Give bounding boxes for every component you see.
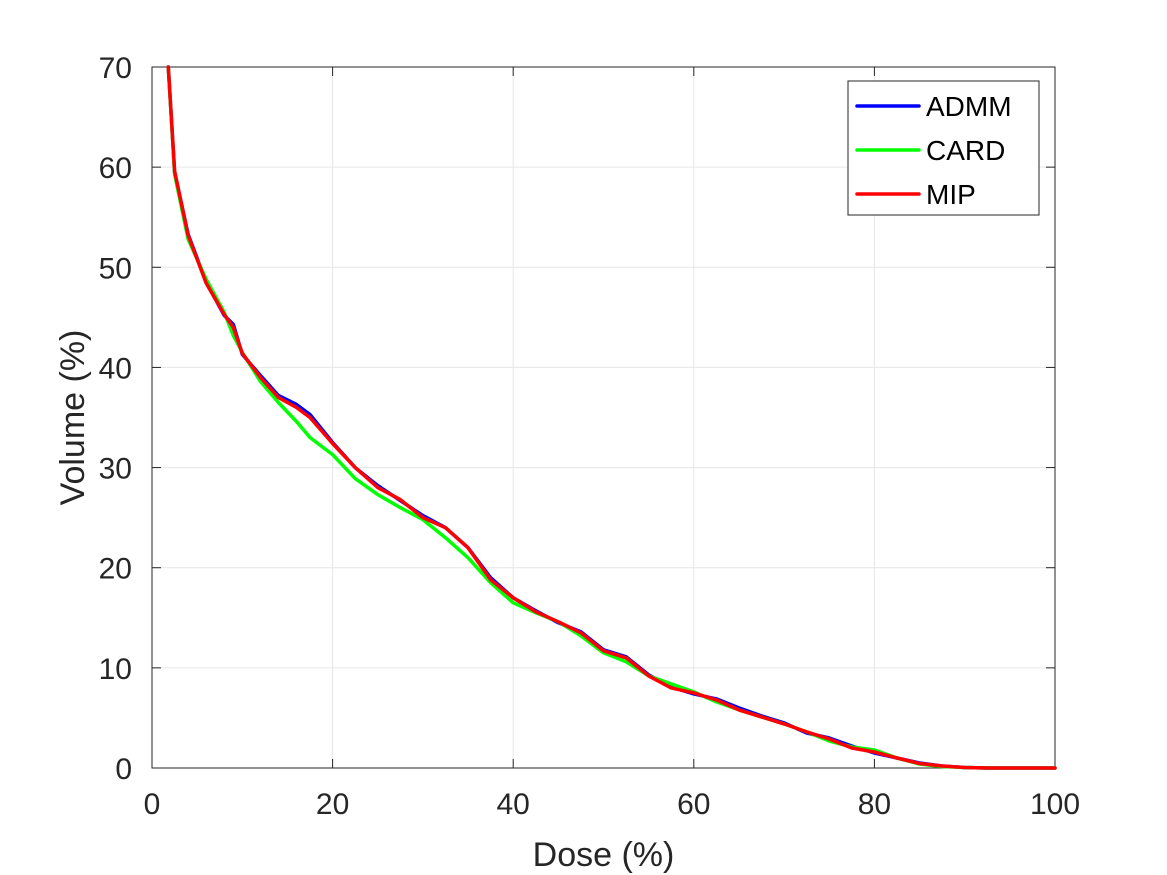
x-tick-label: 0 bbox=[144, 788, 161, 821]
legend-label-mip: MIP bbox=[926, 179, 976, 210]
y-axis-label: Volume (%) bbox=[54, 330, 92, 506]
y-tick-label: 30 bbox=[99, 453, 132, 486]
legend: ADMM CARD MIP bbox=[847, 80, 1040, 216]
x-tick-label: 80 bbox=[858, 788, 891, 821]
y-tick-label: 20 bbox=[99, 553, 132, 586]
y-tick-label: 60 bbox=[99, 152, 132, 185]
y-tick-label: 70 bbox=[99, 52, 132, 85]
legend-label-admm: ADMM bbox=[926, 91, 1012, 122]
x-axis-label: Dose (%) bbox=[533, 836, 675, 874]
series-group bbox=[166, 65, 1057, 770]
axis-ticks: 0 20 40 60 80 100 0 10 20 30 40 50 60 70 bbox=[99, 52, 1080, 821]
legend-label-card: CARD bbox=[926, 135, 1005, 166]
y-tick-label: 50 bbox=[99, 252, 132, 285]
x-tick-label: 20 bbox=[316, 788, 349, 821]
x-tick-label: 40 bbox=[497, 788, 530, 821]
series-line-mip bbox=[166, 65, 1057, 770]
y-tick-label: 40 bbox=[99, 352, 132, 385]
y-tick-label: 0 bbox=[115, 753, 132, 786]
plot-area-border bbox=[151, 66, 1056, 769]
y-tick-label: 10 bbox=[99, 653, 132, 686]
x-tick-label: 60 bbox=[677, 788, 710, 821]
x-tick-label: 100 bbox=[1030, 788, 1080, 821]
